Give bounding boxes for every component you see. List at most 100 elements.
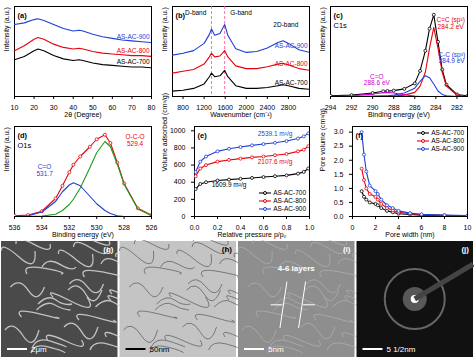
svg-text:5nm: 5nm	[268, 345, 284, 354]
svg-text:Relative pressure p/p₀: Relative pressure p/p₀	[217, 231, 286, 239]
svg-text:AS-AC-900: AS-AC-900	[275, 42, 308, 49]
html-text:AS-AC-900: AS-AC-900	[273, 205, 306, 212]
svg-text:800: 800	[177, 104, 189, 111]
svg-text:284: 284	[430, 104, 442, 111]
svg-text:8: 8	[443, 224, 447, 231]
svg-text:1.0: 1.0	[305, 224, 315, 231]
svg-text:0: 0	[351, 224, 355, 231]
svg-text:0: 0	[182, 213, 186, 220]
svg-text:(j): (j)	[461, 245, 469, 254]
svg-text:1.0: 1.0	[334, 185, 344, 192]
svg-text:80: 80	[148, 104, 156, 111]
html-text:AS-AC-700: AS-AC-700	[273, 189, 306, 196]
svg-text:Binding energy (eV): Binding energy (eV)	[52, 231, 114, 239]
svg-text:20: 20	[30, 104, 38, 111]
svg-text:530: 530	[90, 224, 103, 232]
svg-text:(i): (i)	[343, 245, 351, 254]
svg-text:Intensity (a.u.): Intensity (a.u.)	[319, 7, 327, 51]
svg-text:526: 526	[146, 224, 158, 231]
svg-text:528: 528	[118, 224, 130, 231]
svg-text:1600: 1600	[217, 104, 233, 112]
svg-text:292: 292	[346, 104, 358, 111]
html-text:AS-AC-800: AS-AC-800	[273, 197, 306, 204]
svg-text:10: 10	[11, 104, 19, 111]
svg-text:1609.9 m²/g: 1609.9 m²/g	[212, 181, 247, 189]
svg-text:(e): (e)	[198, 131, 208, 140]
svg-text:5 1/2nm: 5 1/2nm	[387, 345, 416, 354]
svg-text:0.5: 0.5	[334, 199, 344, 206]
svg-text:0.0: 0.0	[334, 213, 344, 220]
svg-text:Intensity (a.u.): Intensity (a.u.)	[3, 7, 11, 51]
svg-text:(g): (g)	[103, 245, 114, 254]
svg-text:290: 290	[366, 104, 379, 112]
svg-text:(a): (a)	[18, 11, 28, 20]
svg-text:AS-AC-700: AS-AC-700	[275, 79, 308, 86]
svg-text:2μm: 2μm	[31, 345, 47, 354]
svg-text:534: 534	[36, 224, 48, 231]
svg-text:(f): (f)	[356, 131, 364, 140]
svg-text:C-C (sp³)284.9 eV: C-C (sp³)284.9 eV	[438, 51, 465, 65]
svg-text:AS-AC-800: AS-AC-800	[275, 60, 308, 67]
svg-text:1000: 1000	[170, 127, 186, 134]
svg-text:60: 60	[108, 104, 116, 111]
svg-text:Pore width (nm): Pore width (nm)	[385, 231, 434, 239]
svg-text:C=C (sp²)284.2 eV: C=C (sp²)284.2 eV	[436, 16, 464, 30]
svg-text:2400: 2400	[259, 104, 276, 112]
svg-text:30: 30	[50, 104, 58, 111]
svg-text:2800: 2800	[281, 104, 297, 111]
svg-text:G-band: G-band	[230, 9, 252, 16]
svg-text:O1s: O1s	[18, 141, 32, 150]
svg-text:(d): (d)	[18, 131, 28, 140]
svg-text:3.0: 3.0	[334, 128, 344, 135]
svg-text:0.2: 0.2	[212, 224, 223, 232]
svg-text:Pore volume (cm³/g): Pore volume (cm³/g)	[319, 108, 327, 171]
svg-text:C1s: C1s	[334, 21, 348, 30]
svg-text:200: 200	[174, 196, 186, 203]
svg-text:C=O288.6 eV: C=O288.6 eV	[364, 73, 391, 87]
svg-text:0.6: 0.6	[258, 224, 269, 232]
svg-text:1200: 1200	[196, 104, 212, 112]
svg-text:288: 288	[387, 104, 400, 112]
svg-text:Wavenumber (cm⁻¹): Wavenumber (cm⁻¹)	[210, 111, 272, 119]
svg-text:532: 532	[63, 224, 76, 232]
svg-text:2: 2	[374, 224, 378, 231]
svg-text:(h): (h)	[222, 245, 233, 254]
svg-text:2000: 2000	[238, 104, 255, 112]
svg-text:2θ (Degree): 2θ (Degree)	[64, 111, 101, 119]
svg-text:0.0: 0.0	[190, 224, 200, 231]
svg-text:Volume adsorbed (cm³/g): Volume adsorbed (cm³/g)	[161, 93, 169, 172]
svg-text:800: 800	[174, 144, 186, 151]
svg-text:40: 40	[69, 104, 78, 112]
svg-text:50: 50	[88, 104, 97, 112]
svg-text:70: 70	[128, 104, 136, 111]
svg-text:536: 536	[9, 224, 21, 231]
svg-text:0.4: 0.4	[235, 224, 246, 232]
svg-text:AS-AC-700: AS-AC-700	[117, 58, 150, 65]
svg-text:294: 294	[325, 104, 337, 111]
html-text:AS-AC-700: AS-AC-700	[431, 129, 464, 136]
svg-text:286: 286	[409, 104, 421, 112]
svg-text:O-C-O529.4: O-C-O529.4	[125, 133, 144, 147]
svg-text:Intensity (a.u.): Intensity (a.u.)	[161, 7, 169, 51]
svg-text:0.8: 0.8	[281, 224, 292, 232]
svg-text:600: 600	[174, 161, 186, 168]
svg-text:1.5: 1.5	[334, 171, 344, 178]
svg-text:(b): (b)	[176, 11, 186, 20]
svg-text:4-6 layers: 4-6 layers	[278, 264, 315, 273]
svg-text:C=O531.7: C=O531.7	[36, 163, 53, 177]
svg-text:50nm: 50nm	[150, 345, 170, 354]
svg-text:Intensity (a.u.): Intensity (a.u.)	[3, 127, 11, 171]
svg-text:(c): (c)	[334, 11, 344, 20]
svg-text:Binding energy (eV): Binding energy (eV)	[368, 111, 430, 119]
svg-text:400: 400	[174, 178, 186, 185]
svg-text:AS-AC-900: AS-AC-900	[117, 33, 150, 40]
svg-text:D-band: D-band	[185, 9, 207, 16]
svg-text:2539.1 m²/g: 2539.1 m²/g	[258, 130, 293, 138]
svg-text:2D-band: 2D-band	[273, 21, 298, 28]
svg-text:282: 282	[451, 104, 463, 111]
svg-text:2.5: 2.5	[334, 142, 344, 149]
svg-text:10: 10	[464, 224, 472, 231]
svg-text:AS-AC-800: AS-AC-800	[117, 46, 150, 53]
svg-text:2107.6 m²/g: 2107.6 m²/g	[258, 158, 293, 166]
svg-text:2.0: 2.0	[334, 156, 344, 163]
